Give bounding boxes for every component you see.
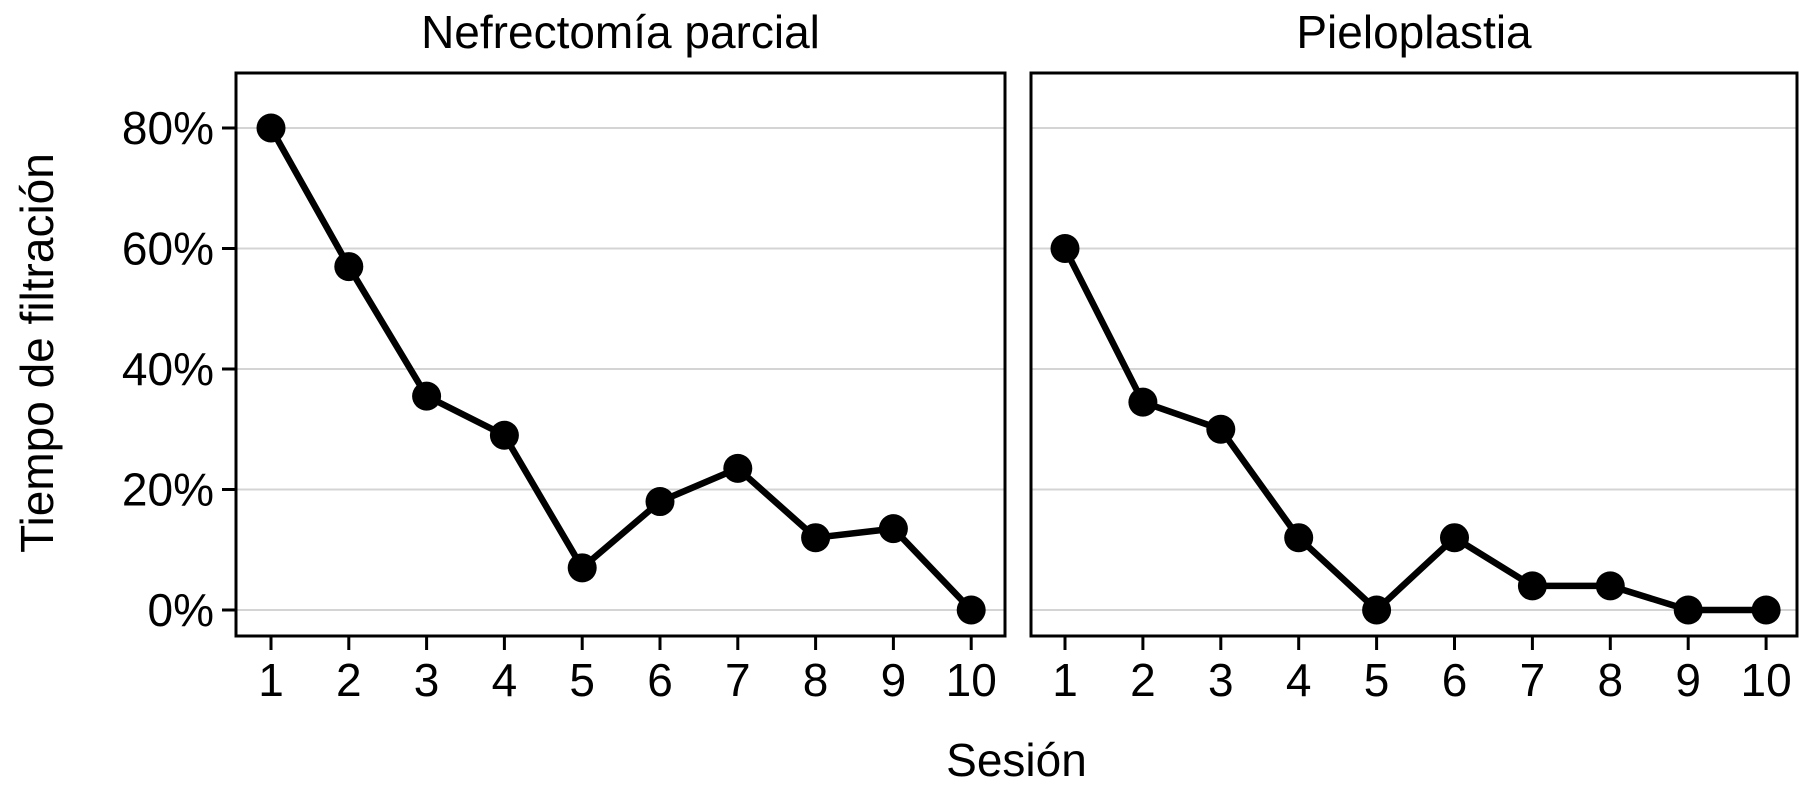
data-point xyxy=(1595,571,1625,601)
data-point xyxy=(1362,595,1392,625)
y-tick-label: 40% xyxy=(122,343,214,395)
x-tick-label: 8 xyxy=(803,654,829,706)
x-tick-label: 9 xyxy=(881,654,907,706)
data-point xyxy=(256,113,286,143)
data-point xyxy=(489,420,519,450)
x-tick-label: 8 xyxy=(1598,654,1624,706)
facet-title-nefrectomia-parcial: Nefrectomía parcial xyxy=(421,6,820,58)
x-axis-title: Sesión xyxy=(946,734,1087,786)
y-tick-label: 0% xyxy=(148,584,214,636)
x-tick-label: 9 xyxy=(1675,654,1701,706)
data-point xyxy=(645,487,675,517)
data-point xyxy=(878,514,908,544)
facet-title-pieloplastia: Pieloplastia xyxy=(1296,6,1532,58)
x-tick-label: 2 xyxy=(1130,654,1156,706)
x-tick-label: 3 xyxy=(414,654,440,706)
data-point xyxy=(801,523,831,553)
data-point xyxy=(1128,387,1158,417)
x-tick-label: 1 xyxy=(258,654,284,706)
data-point xyxy=(1206,414,1236,444)
y-tick-label: 60% xyxy=(122,223,214,275)
x-tick-label: 1 xyxy=(1052,654,1078,706)
data-point xyxy=(723,453,753,483)
data-point xyxy=(1284,523,1314,553)
x-tick-label: 6 xyxy=(1442,654,1468,706)
data-point xyxy=(412,381,442,411)
x-tick-label: 4 xyxy=(492,654,518,706)
data-point xyxy=(567,553,597,583)
x-tick-label: 3 xyxy=(1208,654,1234,706)
x-tick-label: 5 xyxy=(1364,654,1390,706)
series-line xyxy=(1061,245,1770,614)
y-tick-label: 20% xyxy=(122,464,214,516)
data-point xyxy=(1673,595,1703,625)
x-tick-label: 7 xyxy=(1520,654,1546,706)
x-tick-label: 5 xyxy=(569,654,595,706)
panel-border xyxy=(1029,71,1799,638)
data-point xyxy=(956,595,986,625)
x-tick-label: 7 xyxy=(725,654,751,706)
x-tick-label: 2 xyxy=(336,654,362,706)
data-point xyxy=(1050,234,1080,263)
y-tick-label: 80% xyxy=(122,102,214,154)
data-point xyxy=(334,252,364,282)
data-point xyxy=(1751,595,1781,625)
data-point xyxy=(1440,523,1469,553)
data-point xyxy=(1517,571,1547,601)
panel-border xyxy=(234,71,1007,638)
x-tick-label: 10 xyxy=(946,654,997,706)
x-tick-label: 6 xyxy=(647,654,673,706)
x-tick-label: 4 xyxy=(1286,654,1312,706)
series-line xyxy=(267,124,975,614)
x-tick-label: 10 xyxy=(1741,654,1792,706)
